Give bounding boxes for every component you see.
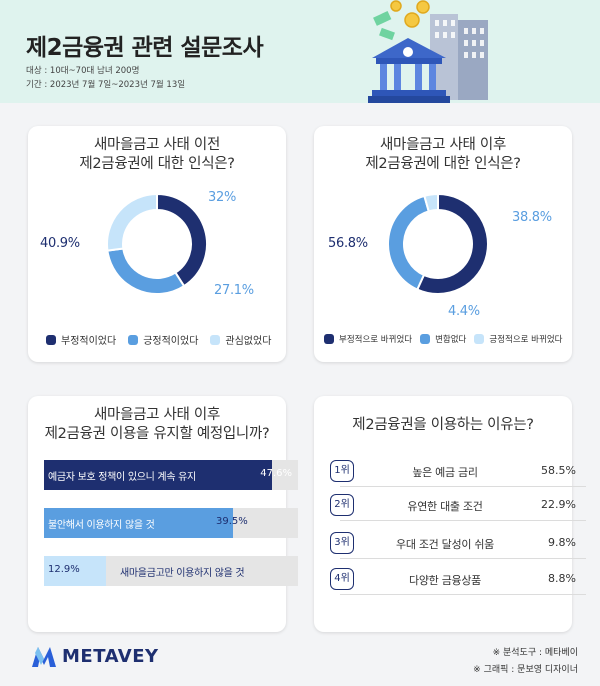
rank-row: 2위 유연한 대출 조건 22.9% — [330, 492, 586, 521]
chart-3-title-line-1: 새마을금고 사태 이후 — [94, 407, 220, 423]
legend-swatch — [420, 334, 431, 344]
bar-mg-only — [44, 556, 106, 586]
chart-1-title: 새마을금고 사태 이전 제2금융권에 대한 인식은? — [28, 136, 286, 174]
donut-chart-after — [387, 192, 489, 295]
survey-period: 기간 : 2023년 7월 7일~2023년 7월 13일 — [26, 80, 186, 90]
donut-2-label-same: 38.8% — [512, 210, 552, 225]
rank-row: 4위 다양한 금융상품 8.8% — [330, 566, 586, 595]
chart-4-title: 제2금융권을 이용하는 이유는? — [352, 417, 534, 433]
bar-row-keep: 예금자 보호 정책이 있으니 계속 유지 47.6% — [44, 460, 298, 490]
credit-analysis-tool: ※ 분석도구 : 메타베이 — [492, 648, 578, 658]
donut-slice-0 — [156, 192, 208, 288]
chart-1-title-line-1: 새마을금고 사태 이전 — [94, 137, 220, 153]
rank-value: 9.8% — [548, 536, 576, 549]
rank-label: 유연한 대출 조건 — [407, 500, 483, 513]
metavey-logo-icon — [32, 646, 56, 667]
chart-2-legend: 부정적으로 바뀌었다 변함없다 긍정적으로 바뀌었다 — [324, 333, 562, 345]
legend-swatch — [210, 334, 221, 345]
rank-badge: 3위 — [330, 532, 354, 554]
chart-2-title-line-2: 제2금융권에 대한 인식은? — [365, 156, 521, 172]
card-usage-intent: 새마을금고 사태 이후 제2금융권 이용을 유지할 예정입니까? 예금자 보호 … — [28, 396, 298, 632]
legend-item: 관심없었다 — [210, 332, 271, 347]
rank-row: 1위 높은 예금 금리 58.5% — [330, 458, 586, 487]
legend-swatch — [474, 334, 485, 344]
card-perception-after: 새마을금고 사태 이후 제2금융권에 대한 인식은? 56.8% 38.8% 4… — [314, 126, 572, 362]
rank-value: 8.8% — [548, 572, 576, 585]
metavey-logo: METAVEY — [32, 646, 159, 667]
chart-2-title: 새마을금고 사태 이후 제2금융권에 대한 인식은? — [314, 136, 572, 174]
donut-2-label-positive: 4.4% — [448, 304, 480, 319]
legend-label: 변함없다 — [435, 335, 467, 345]
rank-divider — [340, 520, 586, 521]
bar-label-keep: 예금자 보호 정책이 있으니 계속 유지 — [48, 472, 196, 483]
legend-item: 부정적이었다 — [46, 332, 116, 347]
rank-label: 높은 예금 금리 — [412, 466, 478, 479]
bar-value-stop: 39.5% — [216, 516, 248, 527]
rank-badge: 2위 — [330, 494, 354, 516]
legend-swatch — [128, 334, 139, 345]
legend-swatch — [324, 334, 334, 344]
chart-2-title-line-1: 새마을금고 사태 이후 — [380, 137, 506, 153]
bar-row-mg-only: 12.9% 새마을금고만 이용하지 않을 것 — [44, 556, 298, 586]
survey-target: 대상 : 10대~70대 남녀 200명 — [26, 66, 140, 76]
credit-graphic-designer: ※ 그래픽 : 문보영 디자이너 — [473, 665, 578, 675]
bar-value-keep: 47.6% — [260, 468, 292, 479]
bar-label-stop: 불안해서 이용하지 않을 것 — [48, 520, 155, 531]
card-usage-reasons: 제2금융권을 이용하는 이유는? 1위 높은 예금 금리 58.5% 2위 유연… — [314, 396, 586, 632]
chart-1-title-line-2: 제2금융권에 대한 인식은? — [79, 156, 235, 172]
legend-label: 긍정적이었다 — [143, 336, 199, 347]
chart-3-title: 새마을금고 사태 이후 제2금융권 이용을 유지할 예정입니까? — [28, 406, 286, 444]
bank-building-illustration — [368, 0, 488, 103]
logo-text: METAVEY — [62, 646, 159, 667]
donut-slice-2 — [106, 192, 158, 252]
chart-1-legend: 부정적이었다 긍정적이었다 관심없었다 — [46, 332, 271, 347]
donut-1-label-negative: 40.9% — [40, 236, 80, 251]
legend-swatch — [46, 334, 56, 345]
rank-badge: 1위 — [330, 460, 354, 482]
legend-label: 관심없었다 — [225, 336, 272, 347]
legend-label: 부정적이었다 — [61, 336, 117, 347]
rank-row: 3위 우대 조건 달성이 쉬움 9.8% — [330, 530, 586, 559]
donut-1-label-positive: 32% — [208, 190, 236, 205]
bar-row-stop: 불안해서 이용하지 않을 것 39.5% — [44, 508, 298, 538]
donut-chart-before — [106, 192, 208, 295]
rank-divider — [340, 594, 586, 595]
rank-label: 우대 조건 달성이 쉬움 — [396, 538, 494, 551]
legend-item: 부정적으로 바뀌었다 — [324, 333, 412, 345]
donut-slice-1 — [106, 247, 186, 295]
rank-divider — [340, 486, 586, 487]
header-banner: 제2금융권 관련 설문조사 대상 : 10대~70대 남녀 200명 기간 : … — [0, 0, 600, 103]
donut-slice-2 — [423, 192, 439, 213]
donut-1-label-indifferent: 27.1% — [214, 283, 254, 298]
bar-stop — [44, 508, 234, 538]
legend-item: 긍정적이었다 — [128, 332, 198, 347]
rank-divider — [340, 558, 586, 559]
page-title: 제2금융권 관련 설문조사 — [26, 35, 264, 61]
bar-label-mg-only: 새마을금고만 이용하지 않을 것 — [120, 568, 245, 579]
donut-slice-0 — [415, 192, 489, 295]
donut-slice-1 — [387, 194, 430, 291]
legend-label: 긍정적으로 바뀌었다 — [489, 335, 563, 345]
rank-value: 58.5% — [541, 464, 576, 477]
donut-2-label-negative: 56.8% — [328, 236, 368, 251]
legend-label: 부정적으로 바뀌었다 — [339, 335, 413, 345]
card-perception-before: 새마을금고 사태 이전 제2금융권에 대한 인식은? 40.9% 32% 27.… — [28, 126, 286, 362]
legend-item: 긍정적으로 바뀌었다 — [474, 333, 562, 345]
rank-badge: 4위 — [330, 568, 354, 590]
legend-item: 변함없다 — [420, 333, 466, 345]
rank-value: 22.9% — [541, 498, 576, 511]
bar-value-mg-only: 12.9% — [48, 564, 80, 575]
chart-3-title-line-2: 제2금융권 이용을 유지할 예정입니까? — [44, 426, 270, 442]
rank-label: 다양한 금융상품 — [409, 574, 481, 587]
bar-keep — [44, 460, 273, 490]
